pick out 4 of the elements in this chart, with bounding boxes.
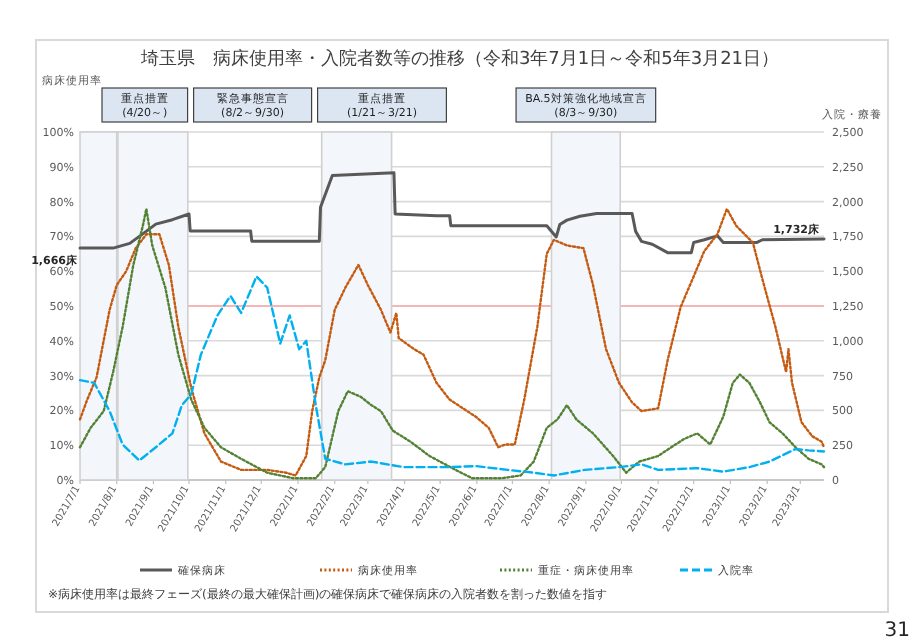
- chart-title: 埼玉県 病床使用率・入院者数等の推移（令和3年7月1日～令和5年3月21日）: [138, 48, 780, 70]
- line-series: [78, 275, 826, 477]
- text: 31: [884, 620, 910, 640]
- line-series: [78, 171, 826, 255]
